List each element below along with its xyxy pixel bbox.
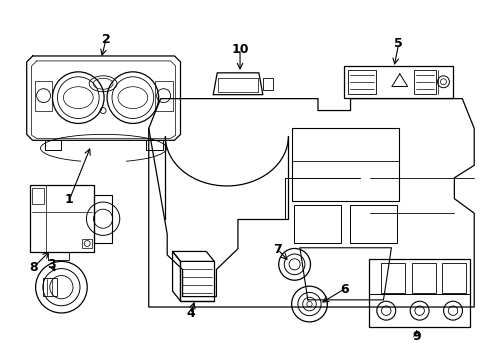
Bar [349,205,396,243]
Bar [82,239,92,248]
Bar [30,185,94,252]
Bar [413,70,435,94]
Text: 1: 1 [65,193,74,206]
Bar [32,188,43,204]
Text: 5: 5 [394,37,402,50]
Bar [35,81,52,111]
Bar [347,70,375,94]
Bar [291,129,399,201]
Text: 10: 10 [231,42,248,55]
Bar [381,264,405,293]
Bar [44,140,61,150]
Bar [263,78,272,90]
Bar [368,260,469,327]
Text: 6: 6 [339,283,348,296]
Bar [344,66,452,98]
Text: 2: 2 [102,33,110,46]
Bar [154,81,172,111]
Bar [411,264,435,293]
Text: 9: 9 [411,330,420,343]
Bar [47,252,69,260]
Bar [43,278,57,296]
Text: 4: 4 [185,307,194,320]
Bar [94,195,112,243]
Bar [293,205,341,243]
Text: 7: 7 [273,243,282,256]
Bar [145,140,163,150]
Bar [441,264,465,293]
Text: 3: 3 [47,258,56,271]
Text: 8: 8 [29,261,38,274]
